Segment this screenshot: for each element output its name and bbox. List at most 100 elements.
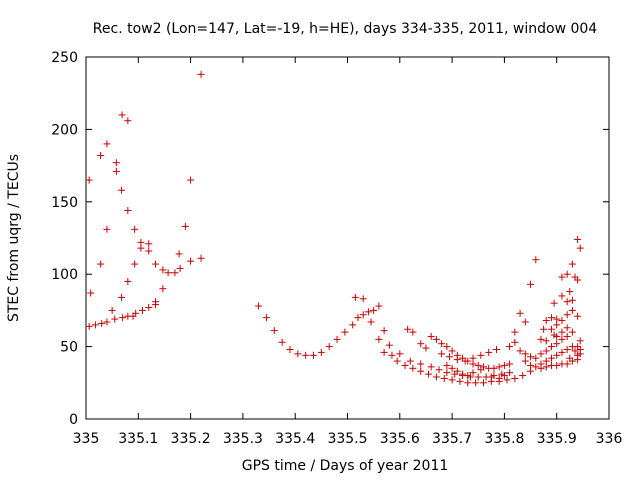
data-point (547, 325, 555, 333)
data-point (490, 364, 498, 372)
x-tick-label: 335.5 (327, 431, 367, 447)
x-tick-label: 335.6 (380, 431, 420, 447)
data-point (532, 256, 540, 264)
x-tick-label: 335.9 (537, 431, 577, 447)
data-point (432, 373, 440, 381)
data-point (568, 306, 576, 314)
data-point (500, 372, 508, 380)
data-point (119, 314, 127, 322)
data-point (537, 350, 545, 358)
y-tick-label: 200 (51, 122, 78, 138)
data-point (553, 340, 561, 348)
data-point (138, 306, 146, 314)
data-point (547, 343, 555, 351)
data-point (103, 140, 111, 148)
data-point (558, 317, 566, 325)
data-point (310, 351, 318, 359)
data-point (558, 335, 566, 343)
data-point (118, 293, 126, 301)
data-point (553, 361, 561, 369)
data-point (542, 363, 550, 371)
data-point (438, 340, 446, 348)
data-point (532, 354, 540, 362)
y-tick-label: 150 (51, 195, 78, 211)
data-point (341, 328, 349, 336)
data-point (302, 351, 310, 359)
data-points (85, 70, 584, 387)
data-point (417, 340, 425, 348)
data-point (152, 260, 160, 268)
data-point (506, 343, 514, 351)
x-tick: 335.4 (275, 57, 315, 447)
data-point (270, 327, 278, 335)
data-point (574, 356, 582, 364)
data-point (137, 244, 145, 252)
data-point (435, 366, 443, 374)
data-point (563, 345, 571, 353)
x-tick-label: 335.8 (484, 431, 524, 447)
data-point (477, 366, 485, 374)
data-point (571, 347, 579, 355)
data-point (576, 337, 584, 345)
data-point (317, 348, 325, 356)
x-tick: 335.2 (171, 57, 211, 447)
data-point (493, 345, 501, 353)
data-point (453, 356, 461, 364)
data-point (521, 318, 529, 326)
data-point (187, 257, 195, 265)
data-point (401, 361, 409, 369)
y-tick-label: 250 (51, 50, 78, 66)
chart-title: Rec. tow2 (Lon=147, Lat=-19, h=HE), days… (93, 21, 597, 37)
data-point (500, 361, 508, 369)
data-point (131, 260, 139, 268)
data-point (255, 302, 263, 310)
data-point (422, 344, 430, 352)
data-point (568, 328, 576, 336)
data-point (459, 370, 467, 378)
y-tick: 250 (51, 50, 609, 66)
data-point (558, 292, 566, 300)
data-point (354, 314, 362, 322)
data-point (103, 225, 111, 233)
data-point (187, 176, 195, 184)
data-point (547, 314, 555, 322)
y-axis-ticks: 0 50 100 150 200 250 (51, 50, 609, 428)
data-point (511, 338, 519, 346)
data-point (519, 372, 527, 380)
data-point (503, 376, 511, 384)
data-point (448, 347, 456, 355)
data-point (443, 361, 451, 369)
data-point (175, 250, 183, 258)
x-tick-label: 335 (73, 431, 100, 447)
data-point (97, 151, 105, 159)
data-point (145, 247, 153, 255)
data-point (440, 374, 448, 382)
data-point (181, 222, 189, 230)
data-point (443, 343, 451, 351)
data-point (537, 335, 545, 343)
data-point (563, 270, 571, 278)
y-tick: 200 (51, 122, 609, 138)
y-axis-label: STEC from uqrg / TECUs (6, 154, 22, 322)
data-point (477, 351, 485, 359)
x-tick: 335.3 (223, 57, 263, 447)
data-point (87, 289, 95, 297)
x-tick-label: 335.7 (432, 431, 472, 447)
y-tick: 150 (51, 195, 609, 211)
x-axis-label: GPS time / Days of year 2011 (242, 458, 449, 474)
data-point (521, 350, 529, 358)
data-point (112, 159, 120, 167)
data-point (159, 266, 167, 274)
data-point (553, 321, 561, 329)
data-point (511, 374, 519, 382)
data-point (417, 367, 425, 375)
data-point (532, 363, 540, 371)
data-point (568, 296, 576, 304)
data-point (563, 332, 571, 340)
data-point (527, 353, 535, 361)
data-point (91, 321, 99, 329)
data-point (547, 354, 555, 362)
data-point (568, 260, 576, 268)
data-point (262, 314, 270, 322)
